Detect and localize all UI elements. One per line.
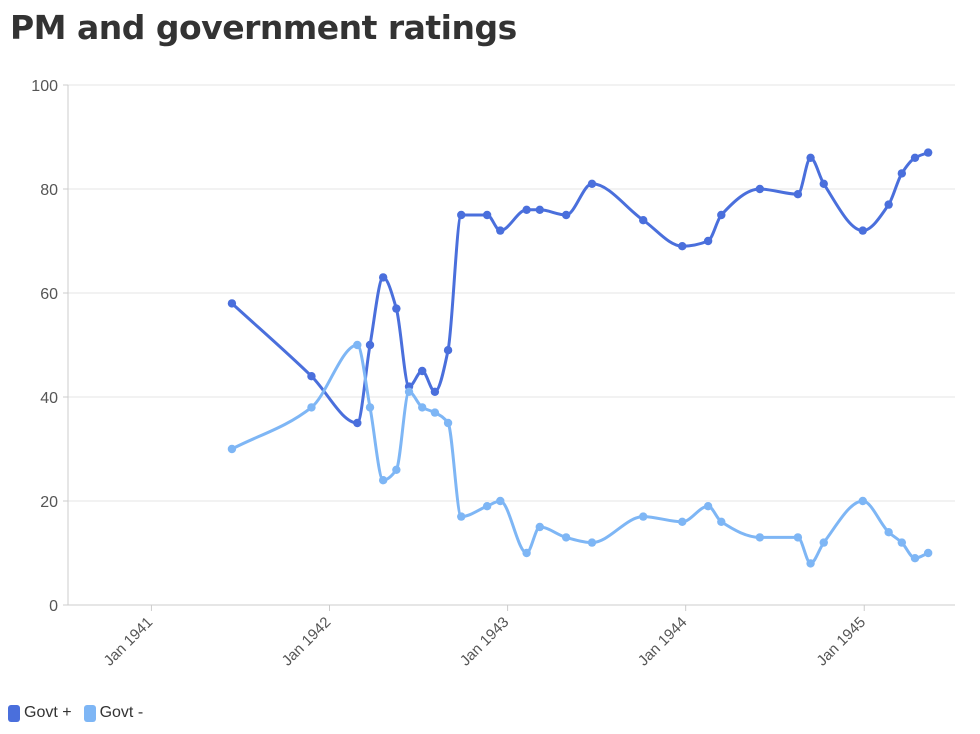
data-point[interactable]	[443, 418, 453, 428]
series-govt-plus	[227, 148, 933, 428]
legend-item-govt-plus[interactable]: Govt +	[8, 704, 72, 722]
data-point[interactable]	[793, 533, 803, 542]
data-point[interactable]	[496, 496, 505, 506]
x-tick-label: Jan 1942	[279, 614, 335, 670]
data-point[interactable]	[717, 517, 726, 526]
data-point[interactable]	[678, 517, 687, 526]
data-point[interactable]	[353, 340, 362, 350]
data-point[interactable]	[392, 465, 401, 474]
data-point[interactable]	[418, 366, 427, 376]
data-point[interactable]	[378, 273, 388, 282]
data-point[interactable]	[365, 340, 375, 350]
series-line	[230, 151, 930, 425]
data-point[interactable]	[755, 184, 765, 194]
data-point[interactable]	[378, 476, 388, 485]
data-point[interactable]	[561, 533, 571, 542]
y-tick-label: 60	[40, 286, 58, 303]
data-point[interactable]	[884, 200, 893, 209]
data-point[interactable]	[430, 387, 440, 396]
data-point[interactable]	[227, 444, 237, 454]
data-point[interactable]	[535, 522, 544, 532]
data-point[interactable]	[404, 387, 414, 396]
y-axis: 0 20 40 60 80 100	[31, 78, 69, 615]
data-point[interactable]	[755, 533, 765, 542]
x-tick-label: Jan 1944	[635, 614, 691, 670]
data-point[interactable]	[717, 210, 726, 220]
data-point[interactable]	[806, 153, 815, 162]
legend-swatch	[8, 704, 20, 722]
data-point[interactable]	[535, 205, 544, 214]
data-point[interactable]	[703, 236, 713, 246]
data-point[interactable]	[858, 496, 867, 506]
data-point[interactable]	[819, 538, 828, 547]
grid-lines	[68, 84, 955, 606]
data-point[interactable]	[418, 403, 427, 412]
data-point[interactable]	[793, 190, 803, 199]
data-point[interactable]	[923, 548, 933, 558]
data-point[interactable]	[678, 242, 687, 251]
data-point[interactable]	[482, 210, 492, 220]
y-tick-label: 80	[40, 182, 58, 199]
chart-title: PM and government ratings	[10, 8, 517, 47]
data-point[interactable]	[227, 299, 237, 308]
y-tick-label: 100	[31, 78, 58, 95]
y-tick-label: 0	[49, 598, 58, 615]
x-tick-label: Jan 1945	[813, 614, 869, 670]
data-point[interactable]	[703, 502, 713, 511]
data-point[interactable]	[307, 372, 316, 381]
data-point[interactable]	[365, 403, 375, 412]
data-point[interactable]	[897, 169, 907, 178]
data-point[interactable]	[897, 538, 907, 547]
y-tick-label: 40	[40, 390, 58, 407]
data-point[interactable]	[884, 528, 893, 537]
data-point[interactable]	[392, 304, 401, 313]
legend-label: Govt -	[99, 704, 144, 721]
legend-label: Govt +	[24, 704, 72, 721]
data-point[interactable]	[587, 179, 597, 188]
data-point[interactable]	[457, 512, 466, 521]
data-point[interactable]	[910, 554, 920, 563]
data-point[interactable]	[496, 226, 505, 235]
legend: Govt + Govt -	[8, 704, 155, 722]
legend-item-govt-minus[interactable]: Govt -	[83, 704, 144, 722]
data-point[interactable]	[353, 418, 362, 428]
data-point[interactable]	[639, 216, 648, 225]
data-point[interactable]	[910, 153, 920, 162]
series-layer	[227, 148, 933, 568]
y-tick-label: 20	[40, 494, 58, 511]
data-point[interactable]	[923, 148, 933, 157]
x-axis: Jan 1941 Jan 1942 Jan 1943 Jan 1944 Jan 1945	[68, 604, 955, 670]
data-point[interactable]	[443, 346, 453, 355]
data-point[interactable]	[858, 226, 867, 235]
x-tick-label: Jan 1943	[457, 614, 513, 670]
data-point[interactable]	[561, 210, 571, 220]
data-point[interactable]	[639, 512, 648, 521]
series-govt-minus	[227, 340, 933, 568]
data-point[interactable]	[819, 179, 828, 188]
data-point[interactable]	[522, 205, 531, 214]
series-line	[230, 343, 930, 565]
data-point[interactable]	[430, 408, 440, 417]
legend-swatch	[83, 704, 96, 722]
data-point[interactable]	[806, 559, 815, 568]
x-tick-label: Jan 1941	[101, 614, 157, 670]
data-point[interactable]	[482, 502, 492, 511]
data-point[interactable]	[457, 210, 466, 220]
data-point[interactable]	[587, 538, 597, 547]
data-point[interactable]	[307, 403, 316, 412]
data-point[interactable]	[522, 548, 531, 558]
